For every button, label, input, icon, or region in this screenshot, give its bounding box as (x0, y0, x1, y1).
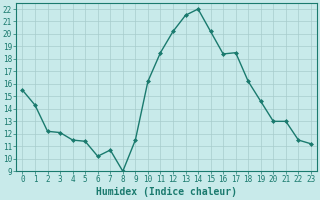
X-axis label: Humidex (Indice chaleur): Humidex (Indice chaleur) (96, 187, 237, 197)
